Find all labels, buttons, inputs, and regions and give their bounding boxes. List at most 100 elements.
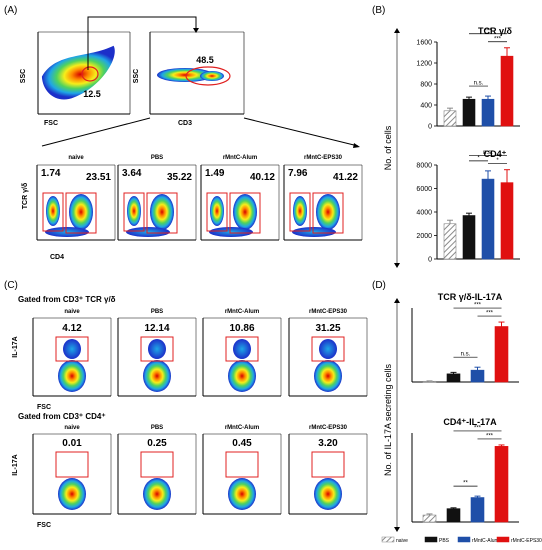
bar-rMntC-Alum: [470, 497, 485, 523]
chart-title: TCR γ/δ-IL-17A: [438, 292, 503, 302]
bar-rMntC-EPS30: [500, 55, 514, 127]
group-title: rMntC-Alum: [225, 309, 259, 315]
arrow-head: [193, 28, 199, 33]
x-axis-label: FSC: [44, 120, 58, 127]
sig-label: *: [496, 158, 499, 164]
y-axis-label: SSC: [133, 69, 140, 83]
gate-box: [123, 192, 145, 232]
density-cloud: [314, 478, 342, 510]
arrow-head: [394, 263, 400, 268]
y-tick-label: 8000: [416, 163, 432, 170]
legend-swatch-naive: [381, 536, 395, 543]
bar-naive: [422, 514, 437, 523]
density-cloud: [228, 360, 256, 392]
row-title: Gated from CD3⁺ TCR γ/δ: [18, 295, 116, 304]
gate-plot-fsc-ssc: 12.5 FSC SSC: [20, 31, 131, 127]
gate-value: 35.22: [167, 172, 192, 183]
x-axis-label: FSC: [37, 404, 51, 411]
bar-rMntC-EPS30: [494, 446, 509, 523]
sig-label: n.s.: [461, 352, 471, 358]
y-tick-label: 0: [428, 124, 432, 131]
group-title: PBS: [151, 425, 163, 431]
legend: naive PBS rMntC-Alum rMntC-EPS30: [381, 536, 542, 544]
group-title: rMntC-EPS30: [309, 309, 348, 315]
density-cloud: [58, 478, 86, 510]
gate-box: [229, 192, 261, 234]
gate-ellipse: [185, 66, 231, 86]
gate-value: 10.86: [229, 323, 254, 334]
gate-value: 41.22: [333, 172, 358, 183]
density-cloud: [293, 196, 307, 226]
gate-box: [289, 192, 311, 232]
y-tick-label: 1600: [416, 40, 432, 47]
sig-label: ***: [494, 36, 502, 42]
gate-value: 40.12: [250, 172, 275, 183]
y-tick-label: 6000: [416, 186, 432, 193]
legend-swatch-rMntC-EPS30: [496, 536, 510, 543]
chart-title: CD4⁺: [484, 149, 507, 159]
sig-label: ***: [486, 433, 494, 439]
y-axis-label: No. of cells: [383, 125, 393, 170]
density-cloud: [233, 194, 257, 230]
density-cloud: [200, 71, 224, 81]
density-cloud: [69, 194, 93, 230]
density-cloud: [209, 227, 253, 237]
group-title: PBS: [151, 155, 163, 161]
gate-value: 0.01: [62, 438, 82, 449]
panel-c-label: (C): [4, 280, 18, 291]
gate-box: [206, 192, 228, 232]
gate-plot-cd3-ssc: 48.5 CD3 SSC: [133, 31, 245, 127]
bar-naive: [443, 110, 457, 127]
panel-a-group-plots: naive 1.74 23.51 PBS 3.64 35.22 rMntC-Alum 1.49…: [36, 155, 363, 241]
sig-label: ***: [474, 303, 482, 309]
gate-ellipse: [81, 66, 99, 82]
group-title: rMntC-EPS30: [309, 425, 348, 431]
panel-b-charts: TCR γ/δ 0 400 800 1200 1600 n.s. ****** CD4⁺ 0 200…: [416, 26, 520, 264]
group-title: naive: [64, 425, 80, 431]
zoom-line: [243, 117, 359, 147]
x-axis-label: CD4: [50, 254, 64, 261]
bar-rMntC-EPS30: [494, 326, 509, 383]
gate-value: 3.64: [122, 168, 142, 179]
gate-value: 7.96: [288, 168, 308, 179]
density-cloud: [45, 227, 89, 237]
density-cloud: [148, 339, 166, 359]
y-axis-label: SSC: [20, 69, 27, 83]
bar-rMntC-Alum: [481, 178, 495, 260]
gate-box: [42, 192, 64, 232]
gate-value: 12.5: [83, 89, 101, 99]
density-cloud: [233, 339, 251, 359]
gate-value: 1.74: [41, 168, 61, 179]
group-title: naive: [64, 309, 80, 315]
panel-a-label: (A): [4, 5, 17, 16]
y-tick-label: 800: [420, 82, 432, 89]
gate-value: 1.49: [205, 168, 225, 179]
group-title: naive: [68, 155, 84, 161]
y-axis-label: TCR γ/δ: [22, 183, 29, 209]
sig-label: ***: [474, 425, 482, 431]
gate-value: 31.25: [315, 323, 340, 334]
gate-box: [312, 192, 344, 234]
density-cloud: [157, 68, 213, 82]
legend-swatch-PBS: [424, 536, 438, 543]
density-cloud: [41, 45, 115, 100]
gate-box: [55, 336, 89, 362]
arrow-head: [394, 527, 400, 532]
density-cloud: [319, 339, 337, 359]
sig-label: ***: [486, 311, 494, 317]
bar-rMntC-Alum: [470, 369, 485, 383]
density-cloud: [126, 227, 170, 237]
y-axis-label: IL-17A: [12, 454, 19, 475]
gate-value: 0.25: [147, 438, 167, 449]
legend-label: rMntC-Alum: [472, 538, 499, 544]
gate-value: 4.12: [62, 323, 82, 334]
bar-PBS: [446, 508, 461, 523]
gate-value: 23.51: [86, 172, 111, 183]
density-cloud: [292, 227, 336, 237]
row-title: Gated from CD3⁺ CD4⁺: [18, 412, 106, 421]
gate-box: [225, 451, 259, 478]
group-title: rMntC-Alum: [223, 155, 257, 161]
gate-arrow: [87, 16, 197, 70]
gate-box: [146, 192, 178, 234]
bar-PBS: [446, 373, 461, 383]
